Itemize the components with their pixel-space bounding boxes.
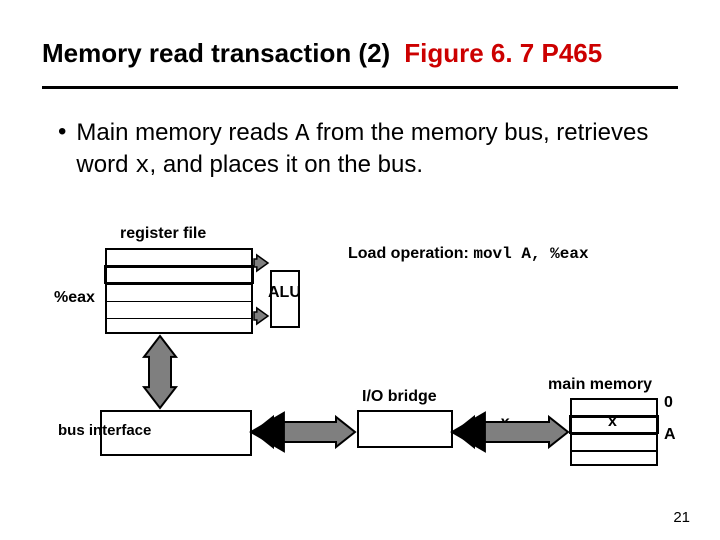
page-number: 21: [673, 509, 690, 526]
diagram: register file Load operation: movl A, %e…: [0, 0, 720, 540]
arrows-svg: [0, 0, 720, 540]
